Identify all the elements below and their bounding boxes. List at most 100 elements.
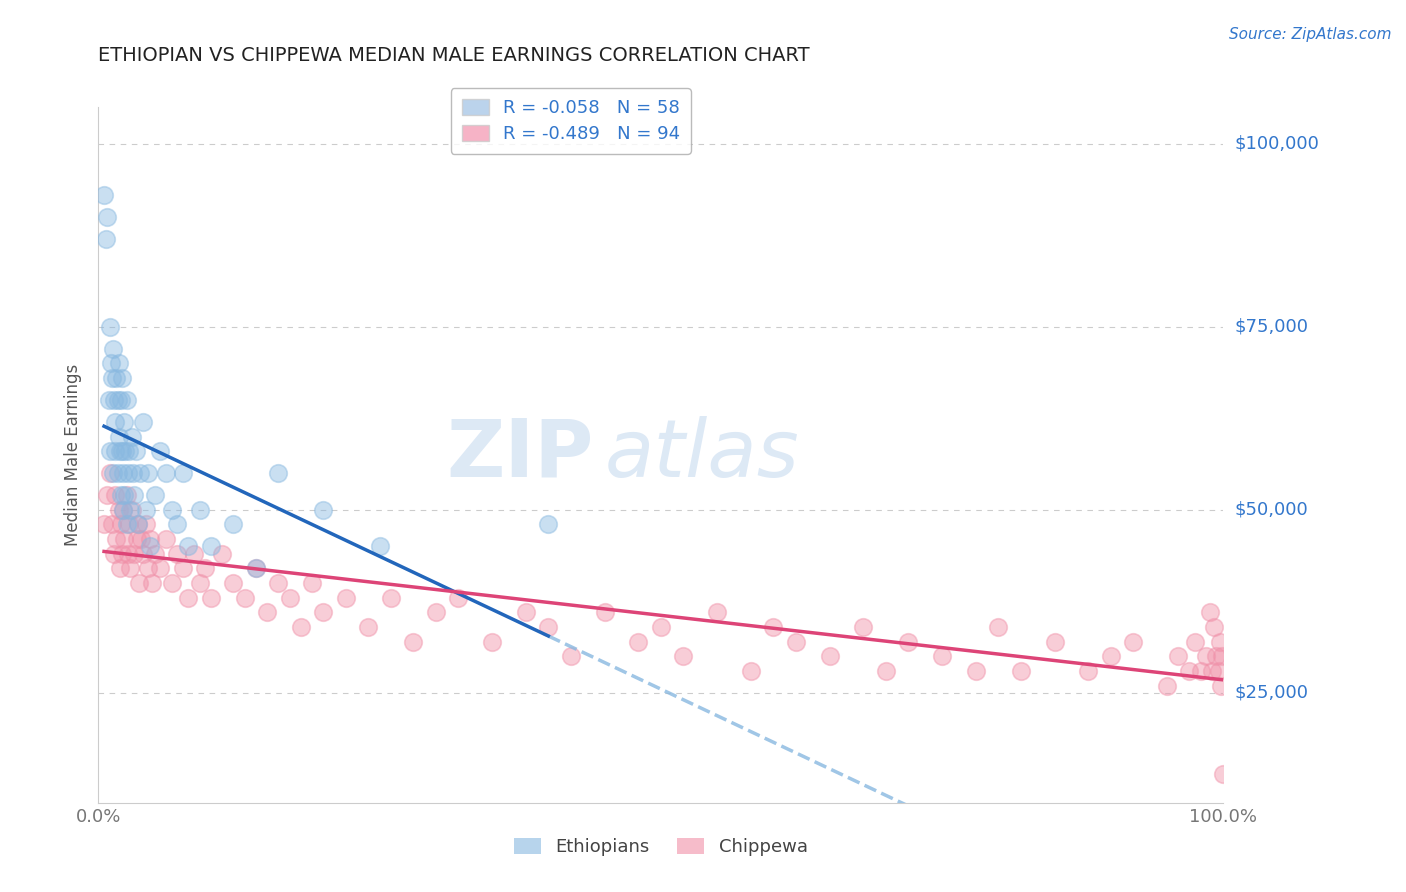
Point (1189, 664, 1212, 678)
Point (357, 620, 380, 634)
Point (987, 620, 1010, 634)
Point (706, 606, 728, 620)
Point (1212, 766, 1234, 780)
Point (135, 503, 157, 517)
Point (121, 503, 143, 517)
Point (194, 561, 217, 575)
Point (117, 467, 139, 481)
Point (312, 503, 335, 517)
Point (762, 620, 785, 634)
Text: $25,000: $25,000 (1234, 684, 1309, 702)
Point (112, 503, 135, 517)
Text: $75,000: $75,000 (1234, 318, 1309, 335)
Point (122, 467, 145, 481)
Point (101, 467, 124, 481)
Point (124, 444, 146, 458)
Point (107, 429, 129, 443)
Point (108, 444, 131, 458)
Point (267, 576, 290, 591)
Point (1167, 649, 1189, 664)
Point (132, 415, 155, 429)
Text: $100,000: $100,000 (1234, 135, 1319, 153)
Point (103, 392, 125, 407)
Point (96, 210, 118, 224)
Point (256, 606, 278, 620)
Point (132, 547, 155, 561)
Point (105, 532, 128, 546)
Point (172, 561, 194, 575)
Point (301, 576, 323, 591)
Point (115, 517, 138, 532)
Point (515, 606, 537, 620)
Point (101, 371, 124, 385)
Point (143, 547, 166, 561)
Point (1209, 634, 1232, 648)
Point (108, 561, 131, 575)
Point (125, 532, 148, 546)
Point (111, 547, 134, 561)
Point (183, 547, 205, 561)
Point (107, 392, 129, 407)
Point (139, 532, 162, 546)
Point (1198, 606, 1220, 620)
Point (112, 532, 135, 546)
Text: Source: ZipAtlas.com: Source: ZipAtlas.com (1229, 27, 1392, 42)
Point (96, 488, 118, 502)
Point (267, 467, 290, 481)
Point (481, 634, 503, 648)
Point (136, 467, 159, 481)
Point (177, 540, 200, 554)
Point (672, 649, 695, 664)
Point (98, 319, 121, 334)
Point (97, 392, 120, 407)
Point (897, 634, 920, 648)
Point (537, 620, 560, 634)
Point (233, 591, 256, 605)
Point (160, 503, 183, 517)
Point (103, 547, 125, 561)
Point (447, 591, 470, 605)
Point (875, 664, 897, 678)
Point (177, 591, 200, 605)
Point (200, 591, 222, 605)
Point (124, 488, 146, 502)
Point (166, 547, 188, 561)
Point (114, 444, 136, 458)
Point (1043, 634, 1066, 648)
Point (1205, 649, 1227, 664)
Text: atlas: atlas (605, 416, 800, 494)
Point (278, 591, 301, 605)
Point (1195, 649, 1218, 664)
Point (593, 606, 616, 620)
Point (1099, 649, 1122, 664)
Point (335, 591, 357, 605)
Point (139, 540, 162, 554)
Point (112, 415, 135, 429)
Point (1156, 679, 1178, 693)
Point (111, 444, 134, 458)
Point (107, 467, 129, 481)
Point (110, 392, 132, 407)
Text: ZIP: ZIP (446, 416, 593, 494)
Point (1178, 664, 1201, 678)
Point (1211, 649, 1233, 664)
Point (1184, 634, 1206, 648)
Point (118, 444, 141, 458)
Point (121, 429, 143, 443)
Point (160, 576, 183, 591)
Point (627, 634, 650, 648)
Point (785, 634, 807, 648)
Point (650, 620, 672, 634)
Point (1077, 664, 1099, 678)
Point (135, 517, 157, 532)
Point (101, 517, 124, 532)
Point (222, 517, 245, 532)
Point (200, 540, 222, 554)
Point (368, 540, 391, 554)
Point (112, 467, 135, 481)
Legend: Ethiopians, Chippewa: Ethiopians, Chippewa (508, 830, 814, 863)
Point (118, 517, 141, 532)
Point (222, 576, 245, 591)
Point (115, 392, 138, 407)
Point (100, 356, 122, 370)
